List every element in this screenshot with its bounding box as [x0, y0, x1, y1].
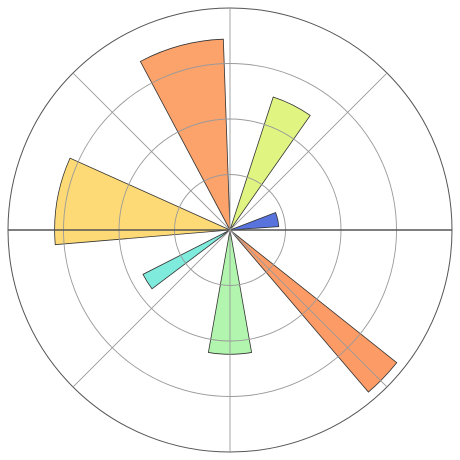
bar-4: [142, 229, 231, 290]
bar-6: [229, 229, 398, 393]
bar-0: [229, 211, 280, 231]
bars-layer: [54, 38, 398, 393]
angular-gridline-45: [229, 72, 388, 231]
grid-layer: [7, 7, 453, 453]
bar-1: [229, 96, 311, 231]
angular-gridline-315: [229, 229, 388, 388]
angular-gridline-225: [72, 229, 231, 388]
bar-2: [139, 38, 231, 231]
bar-3: [54, 157, 232, 246]
angular-gridline-135: [72, 72, 231, 231]
